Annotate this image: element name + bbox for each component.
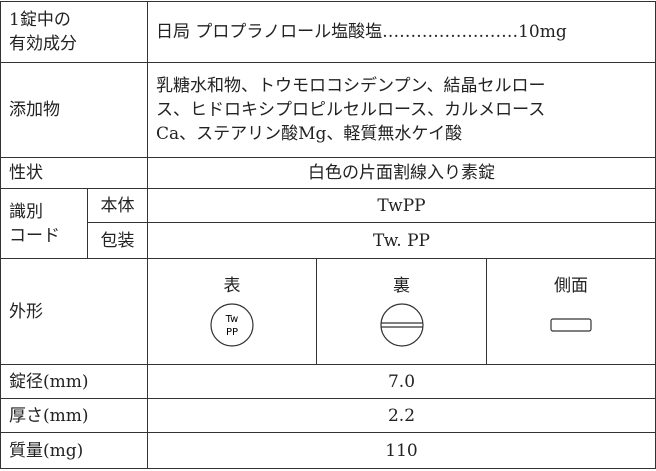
- label-line: 1錠中の: [9, 10, 71, 30]
- value-line: ス、ヒドロキシプロピルセルロース、カルメロース: [156, 100, 546, 120]
- tablet-side: [550, 317, 592, 332]
- view-cell: 表 Tw PP: [147, 258, 317, 365]
- value-line: Ca、ステアリン酸Mg、軽質無水ケイ酸: [156, 124, 463, 144]
- sub-label: 本体: [87, 188, 148, 223]
- row-value: 7.0: [146, 364, 656, 399]
- view-label: 裏: [393, 275, 410, 296]
- row-label: 添加物: [0, 62, 148, 158]
- row-value: Tw. PP: [146, 222, 656, 259]
- row-label: 厚さ(mm): [0, 398, 148, 433]
- view-label: 表: [223, 275, 241, 296]
- row-label: 質量(mg): [0, 432, 148, 469]
- row-label: 錠径(mm): [0, 364, 148, 399]
- tablet-front: Tw PP: [210, 302, 254, 347]
- row-label: 性状: [0, 157, 148, 189]
- row-value: TwPP: [146, 188, 656, 223]
- row-label: 外形: [0, 258, 148, 365]
- view-label: 側面: [554, 275, 588, 296]
- row-value: 乳糖水和物、トウモロコシデンプン、結晶セルロー ス、ヒドロキシプロピルセルロース、…: [146, 62, 656, 158]
- row-value: 白色の片面割線入り素錠: [146, 157, 656, 189]
- row-value: 110: [146, 432, 656, 469]
- row-value: 日局 プロプラノロール塩酸塩……………………10mg: [146, 1, 656, 63]
- sub-label: 包装: [87, 222, 148, 259]
- view-cell: 裏: [316, 258, 487, 365]
- view-cell: 側面: [485, 258, 656, 365]
- label-line: コード: [9, 225, 60, 246]
- tablet-back: [379, 302, 424, 347]
- imprint: Tw: [225, 314, 239, 325]
- label-line: 有効成分: [9, 34, 77, 54]
- row-value: 2.2: [146, 398, 656, 433]
- imprint: PP: [226, 327, 238, 338]
- value-line: 乳糖水和物、トウモロコシデンプン、結晶セルロー: [156, 76, 546, 96]
- label-line: 識別: [9, 201, 43, 222]
- row-label: 1錠中の有効成分: [0, 1, 148, 63]
- row-label: 識別 コード: [0, 188, 88, 259]
